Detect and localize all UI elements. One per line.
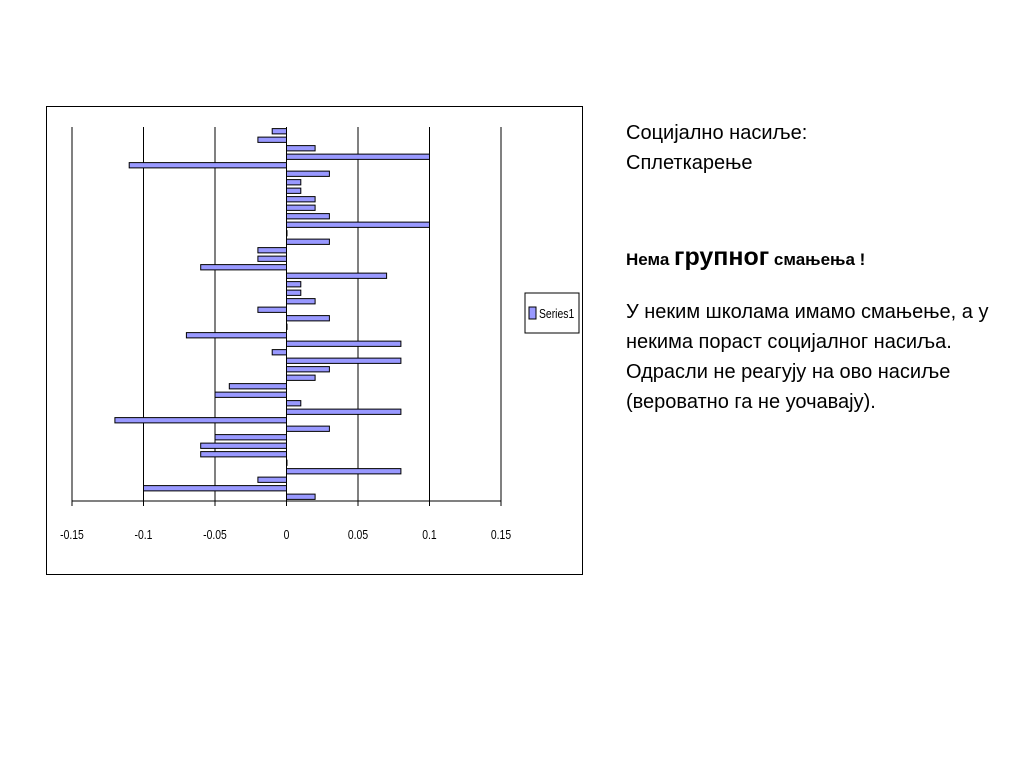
bar (286, 366, 330, 373)
bar (200, 264, 287, 271)
bar (286, 153, 430, 160)
x-tick-label: 0 (284, 528, 290, 542)
bar (200, 451, 287, 458)
bar (286, 468, 402, 475)
bar (286, 400, 302, 407)
bar (286, 340, 402, 347)
x-tick-label: -0.05 (203, 528, 227, 542)
bar (286, 425, 330, 432)
subheading: Нема групног смањења ! (626, 242, 1006, 275)
chart-frame: -0.15 -0.1 -0.05 0 0.05 0.1 0.15 Series1 (46, 106, 583, 575)
side-text: Социјално насиље: Сплеткарење Нема групн… (626, 118, 1006, 417)
bar (286, 204, 316, 211)
subheading-post: смањења ! (769, 250, 866, 269)
bar (286, 170, 330, 177)
x-tick-label: 0.05 (348, 528, 369, 542)
bar (286, 357, 402, 364)
bar (286, 298, 316, 305)
bar (286, 213, 330, 220)
bar (286, 315, 330, 322)
bar (271, 349, 287, 356)
bar (286, 408, 402, 415)
title-line-1: Социјално насиље: (626, 122, 808, 144)
bar (128, 162, 287, 169)
body-paragraph: У неким школама имамо смањење, а у неким… (626, 301, 989, 413)
bar (286, 221, 430, 228)
legend-swatch (528, 306, 537, 320)
x-tick-label: -0.1 (135, 528, 153, 542)
bar (286, 196, 316, 203)
subheading-emphasis: групног (674, 243, 770, 271)
bar (286, 493, 316, 500)
bar (257, 476, 287, 483)
legend-label: Series1 (539, 307, 574, 321)
bar (286, 281, 302, 288)
bar (257, 136, 287, 143)
bar (286, 179, 302, 186)
bar (114, 417, 288, 424)
bar (214, 391, 287, 398)
bar (143, 485, 287, 492)
bar (271, 128, 287, 135)
title-line-2: Сплеткарење (626, 152, 753, 174)
x-tick-label: -0.15 (60, 528, 84, 542)
bar-chart: -0.15 -0.1 -0.05 0 0.05 0.1 0.15 Series1 (60, 127, 580, 542)
bar (286, 187, 302, 194)
x-tick-label: 0.1 (422, 528, 436, 542)
bar (200, 442, 287, 449)
bar (286, 374, 316, 381)
bar (257, 255, 287, 262)
bar (257, 306, 287, 313)
x-tick-label: 0.15 (491, 528, 512, 542)
bar (185, 332, 287, 339)
subheading-pre: Нема (626, 250, 675, 269)
bar (286, 145, 316, 152)
bar (257, 247, 287, 254)
bar (228, 383, 288, 390)
bar (286, 272, 388, 279)
bar (286, 238, 330, 245)
bar (286, 289, 302, 296)
bar (214, 434, 287, 441)
